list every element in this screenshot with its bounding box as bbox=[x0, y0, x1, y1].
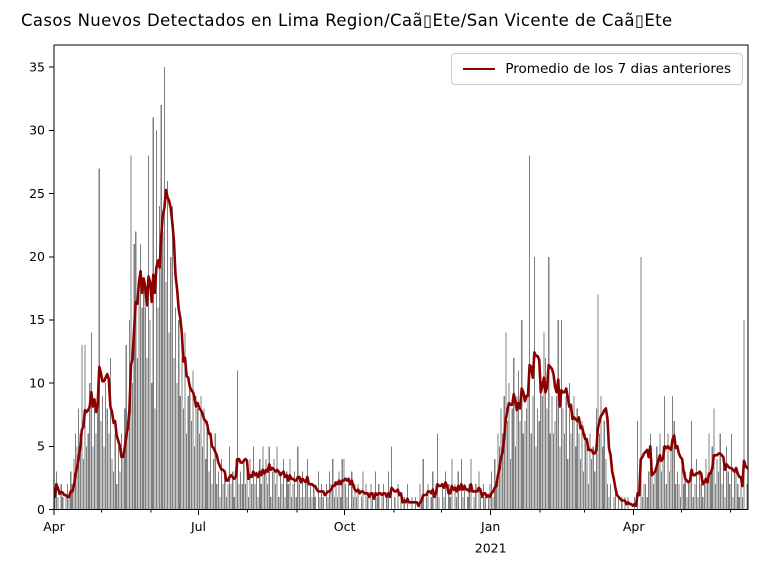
x-tick-label: Oct bbox=[334, 519, 356, 534]
y-tick-label: 5 bbox=[37, 439, 45, 454]
chart-title: Casos Nuevos Detectados en Lima Region/C… bbox=[21, 11, 673, 30]
tick-labels: 0 5 10 15 20 25 30 35 Apr Jul Oct Jan Apr 2021 bbox=[29, 60, 645, 556]
y-tick-label: 10 bbox=[29, 375, 45, 390]
legend-label: Promedio de los 7 dias anteriores bbox=[505, 61, 731, 77]
legend: Promedio de los 7 dias anteriores bbox=[451, 53, 743, 86]
x-tick-label: Apr bbox=[623, 519, 645, 534]
legend-line-sample bbox=[463, 67, 496, 71]
axis-ticks bbox=[49, 66, 731, 515]
daily-bars bbox=[54, 67, 748, 510]
y-tick-label: 30 bbox=[29, 123, 45, 138]
year-annotation: 2021 bbox=[475, 541, 507, 556]
seven-day-average-line bbox=[53, 188, 749, 508]
y-tick-label: 15 bbox=[29, 312, 45, 327]
x-tick-label: Jul bbox=[190, 519, 206, 534]
y-tick-label: 20 bbox=[29, 249, 45, 264]
y-tick-label: 25 bbox=[29, 186, 45, 201]
y-tick-label: 0 bbox=[37, 502, 45, 517]
x-tick-label: Jan bbox=[480, 519, 500, 534]
y-tick-label: 35 bbox=[29, 60, 45, 75]
plot-border bbox=[53, 44, 749, 510]
x-tick-label: Apr bbox=[43, 519, 65, 534]
